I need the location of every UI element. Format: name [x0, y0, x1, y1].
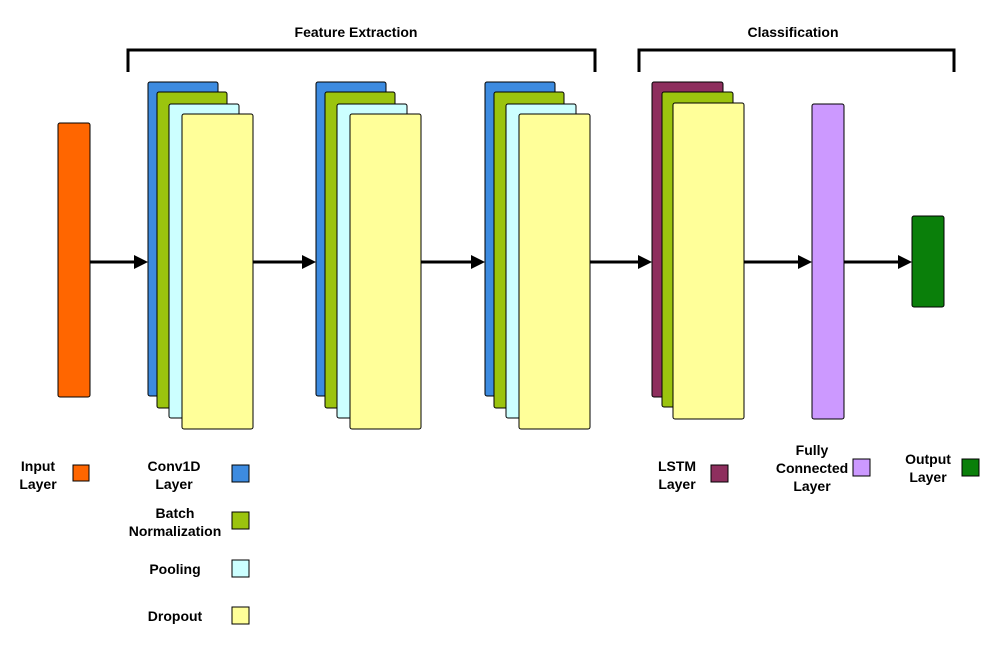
legend-input-layer: Input Layer: [19, 458, 90, 492]
legend-label: LSTM: [658, 458, 696, 474]
arrow-conv1-to-conv2: [253, 255, 316, 269]
arrow-conv3-to-lstm: [590, 255, 652, 269]
legend-swatch: [72, 464, 90, 482]
legend-label: Pooling: [149, 561, 200, 577]
legend-swatch: [231, 606, 250, 625]
dropout-block: [181, 113, 254, 430]
legend-lstm-layer: LSTM Layer: [658, 458, 729, 492]
dropout-block: [349, 113, 422, 430]
conv-block-2: [315, 81, 422, 430]
legend-label: Dropout: [148, 608, 203, 624]
legend-conv1d-layer: Conv1D Layer: [148, 458, 250, 492]
conv-block-1: [147, 81, 254, 430]
legend-label: Fully: [796, 442, 829, 458]
legend-pooling: Pooling: [149, 559, 250, 578]
fully-connected-layer-block: [811, 103, 845, 420]
legend-label: Batch: [156, 505, 195, 521]
arrow-lstm-to-fc: [744, 255, 812, 269]
feature-extraction-bracket: [126, 48, 597, 72]
dropout-block: [672, 102, 745, 420]
arrow-conv2-to-conv3: [421, 255, 485, 269]
legend-label: Layer: [658, 476, 696, 492]
legend-swatch: [710, 464, 729, 483]
legend-label: Output: [905, 451, 951, 467]
output-layer-block: [911, 215, 945, 308]
input-layer-block: [57, 122, 91, 398]
legend-label: Conv1D: [148, 458, 201, 474]
classification-title: Classification: [747, 24, 838, 40]
dropout-block: [518, 113, 591, 430]
legend-swatch: [961, 458, 980, 477]
legend-fully-connected-layer: Fully Connected Layer: [776, 442, 871, 494]
legend-label: Layer: [909, 469, 947, 485]
legend-label: Layer: [19, 476, 57, 492]
legend-swatch: [231, 464, 250, 483]
legend-swatch: [852, 458, 871, 477]
legend-label: Connected: [776, 460, 848, 476]
classification-bracket: [637, 48, 956, 72]
lstm-block: [651, 81, 745, 420]
legend-label: Layer: [155, 476, 193, 492]
legend-label: Input: [21, 458, 56, 474]
legend-swatch: [231, 511, 250, 530]
arrow-input-to-conv1: [90, 255, 148, 269]
legend-output-layer: Output Layer: [905, 451, 980, 485]
feature-extraction-title: Feature Extraction: [295, 24, 418, 40]
legend-dropout: Dropout: [148, 606, 250, 625]
legend-label: Layer: [793, 478, 831, 494]
legend-batch-normalization: Batch Normalization: [129, 505, 250, 539]
conv-block-3: [484, 81, 591, 430]
arrow-fc-to-output: [844, 255, 912, 269]
legend-label: Normalization: [129, 523, 222, 539]
legend-swatch: [231, 559, 250, 578]
